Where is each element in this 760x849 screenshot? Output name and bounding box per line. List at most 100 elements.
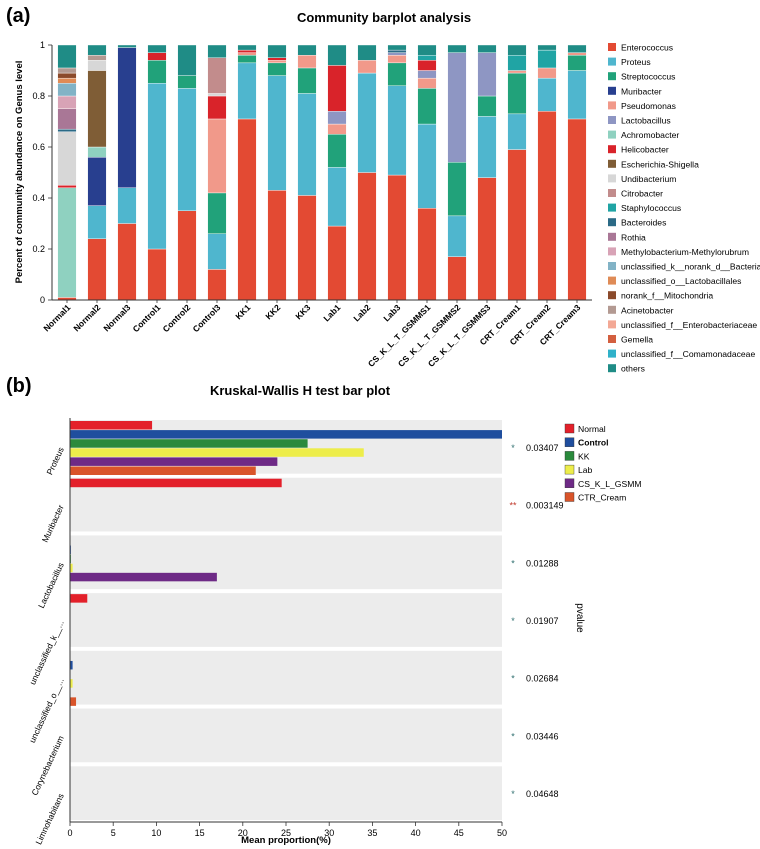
bar-segment-normal1-achromobacter [57,187,77,298]
bar-segment-cs-k-l-t-gsmms1-pseudomonas [417,77,437,89]
bar-segment-kk2-enterococcus [267,190,287,301]
legend-label-acinetobacter: Acinetobacter [621,305,674,315]
legend-swatch-methylobacterium-methylorubrum [608,247,616,256]
legend-label-ctr-cream: CTR_Cream [578,493,626,503]
legend-swatch-normal [564,423,575,434]
stacked-bars [57,44,587,301]
bar-proteus-cs-k-l-gsmm [70,457,278,466]
bar-segment-kk3-streptococcus [297,67,317,94]
bar-segment-crt-cream3-enterococcus [567,118,587,301]
legend-swatch-kk [564,451,575,461]
bar-segment-crt-cream3-others [567,44,587,53]
bar-segment-lab3-enterococcus [387,174,407,301]
community-barplot-legend: Enterococcus Proteus Streptococcus Muribact… [608,43,760,374]
legend-swatch-unclassified-f-enterobacteriaceae [608,320,616,329]
bar-segment-control3-citrobacter [207,57,227,94]
pvalue-label: 0.01288 [526,558,559,568]
bar-segment-lab3-bacteroides [387,49,407,53]
bar-segment-kk3-enterococcus [297,195,317,301]
bar-segment-lab1-pseudomonas [327,123,347,135]
pvalue-label: 0.03407 [526,443,559,453]
legend-label-norank-f-mitochondria: norank_f__Mitochondria [621,291,713,301]
x-tick-label: 40 [411,828,421,838]
legend-swatch-cs-k-l-gsmm [564,478,575,488]
legend-label-unclassified-f-comamonadaceae: unclassified_f__Comamonadaceae [621,349,755,359]
bar-unclassified-o-ctr-cream [70,697,77,706]
legend-swatch-ctr-cream [564,492,575,502]
legend-swatch-acinetobacter [608,305,616,314]
bar-segment-crt-cream1-others [507,44,527,56]
x-tick-label: 35 [367,828,377,838]
legend-label-helicobacter: Helicobacter [621,145,669,155]
bar-muribacter-normal [70,478,282,488]
bar-segment-kk1-streptococcus [237,55,257,64]
pvalue-label: 0.003149 [526,501,564,511]
x-tick-label: 25 [281,828,291,838]
bar-segment-cs-k-l-t-gsmms1-helicobacter [417,60,437,71]
bar-segment-control1-streptococcus [147,60,167,84]
bar-segment-normal3-enterococcus [117,223,137,301]
bar-segment-normal2-enterococcus [87,238,107,301]
bar-unclassified-o-control [70,660,73,670]
bar-segment-crt-cream1-staphylococcus [507,55,527,71]
pvalue-label: 0.01907 [526,616,559,626]
x-tick-label-control3: Control3 [191,302,223,334]
bar-segment-cs-k-l-t-gsmms3-streptococcus [477,95,497,117]
y-tick-label: 0.4 [32,193,45,203]
bar-segment-cs-k-l-t-gsmms2-lactobacillus [447,52,467,163]
kruskal-wallis-bars [70,421,502,706]
legend-swatch-bacteroides [608,218,616,227]
legend-swatch-others [608,364,616,373]
bar-segment-cs-k-l-t-gsmms2-others [447,44,467,53]
bar-segment-control3-pseudomonas [207,118,227,194]
bar-segment-crt-cream2-enterococcus [537,111,557,301]
bar-segment-kk2-pseudomonas [267,60,287,64]
bar-segment-normal2-others [87,44,107,56]
category-label-proteus: Proteus [44,446,65,477]
bar-segment-normal1-helicobacter [57,185,77,188]
legend-label-rothia: Rothia [621,232,646,242]
category-label-unclassified-o: unclassified_o__... [27,676,66,744]
bar-lactobacillus-cs-k-l-gsmm [70,572,217,582]
legend-label-escherichia-shigella: Escherichia-Shigella [621,159,699,169]
x-tick-label-control1: Control1 [131,302,163,334]
bar-segment-normal1-bacteroides [57,128,77,132]
significance-mark: * [511,558,515,568]
bar-segment-cs-k-l-t-gsmms3-lactobacillus [477,52,497,97]
community-barplot: Community barplot analysis Percent of co… [14,10,760,374]
bar-segment-lab1-streptococcus [327,134,347,168]
bar-segment-lab1-lactobacillus [327,111,347,125]
legend-swatch-lab [564,464,575,475]
legend-label-gemella: Gemella [621,335,653,345]
category-panel-limnohabitans [70,766,502,820]
bar-segment-lab3-streptococcus [387,62,407,86]
bar-segment-normal1-others [57,44,77,69]
bar-segment-lab2-pseudomonas [357,60,377,74]
bar-segment-normal1-acinetobacter [57,67,77,74]
legend-swatch-escherichia-shigella [608,159,616,168]
legend-label-unclassified-f-enterobacteriaceae: unclassified_f__Enterobacteriaceae [621,320,757,330]
bar-segment-crt-cream2-staphylococcus [537,49,557,69]
x-tick-label-normal1: Normal1 [41,302,72,333]
significance-mark: * [511,443,515,453]
bar-segment-crt-cream2-proteus [537,77,557,112]
legend-swatch-unclassified-o-lactobacillales [608,276,616,285]
bar-segment-crt-cream3-pseudomonas [567,52,587,56]
bar-segment-kk1-proteus [237,62,257,120]
bar-segment-lab3-lactobacillus [387,52,407,56]
legend-label-pseudomonas: Pseudomonas [621,101,676,111]
legend-swatch-helicobacter [608,145,616,154]
bar-segment-kk1-pseudomonas [237,52,257,56]
legend-label-staphylococcus: Staphylococcus [621,203,681,213]
bar-segment-lab2-others [357,44,377,61]
legend-label-enterococcus: Enterococcus [621,43,673,53]
bar-segment-lab1-others [327,44,347,66]
bar-segment-control2-enterococcus [177,210,197,301]
kruskal-wallis-barplot: Kruskal-Wallis H test bar plot Proteus * 0… [27,383,642,846]
x-tick-label-lab3: Lab3 [381,302,402,323]
bar-segment-normal3-others [117,44,137,48]
bar-segment-control1-enterococcus [147,248,167,301]
category-label-unclassified-k: unclassified_k__... [27,619,66,687]
legend-swatch-citrobacter [608,189,616,197]
bar-segment-kk3-proteus [297,93,317,196]
